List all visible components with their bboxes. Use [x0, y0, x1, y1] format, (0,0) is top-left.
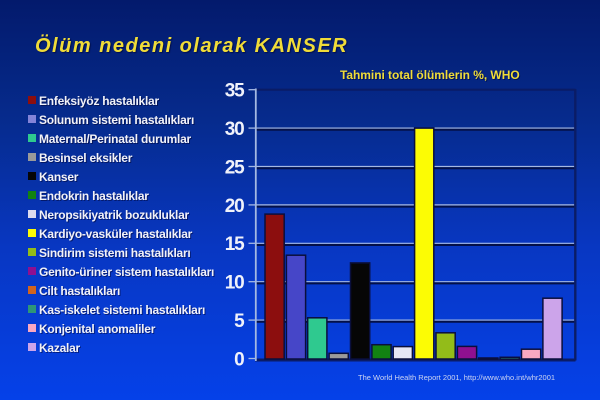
svg-text:10: 10 — [225, 273, 244, 294]
svg-text:25: 25 — [225, 157, 245, 178]
svg-text:35: 35 — [225, 81, 245, 102]
svg-text:5: 5 — [234, 311, 245, 332]
svg-text:30: 30 — [225, 119, 244, 140]
svg-text:15: 15 — [225, 234, 245, 255]
svg-text:0: 0 — [234, 349, 244, 370]
svg-text:20: 20 — [225, 196, 244, 217]
